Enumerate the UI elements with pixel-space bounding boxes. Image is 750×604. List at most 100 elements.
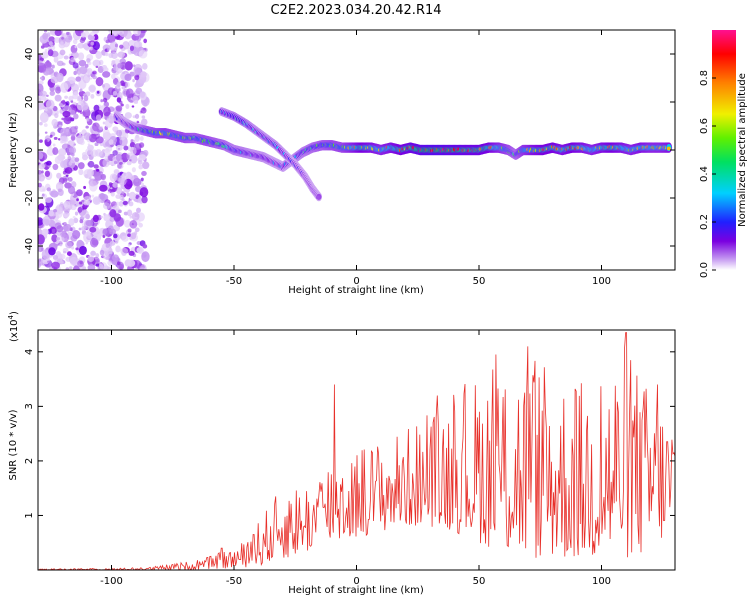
noise-speckle <box>104 52 109 57</box>
snr-x-tick-label: -50 <box>226 576 242 587</box>
noise-speckle <box>71 147 77 154</box>
noise-speckle <box>119 44 124 49</box>
spectrogram-x-tick-label: -100 <box>100 276 123 287</box>
noise-speckle <box>122 71 126 75</box>
noise-speckle <box>41 51 49 59</box>
noise-speckle <box>112 181 118 188</box>
noise-speckle <box>113 233 118 239</box>
noise-speckle <box>79 88 83 92</box>
noise-speckle <box>116 97 122 103</box>
snr-y-tick-label: 1 <box>24 512 35 518</box>
colorbar-tick-label: 0.0 <box>699 262 710 278</box>
spectrogram-panel: -100 -50 0 50 100 -40 -20 0 20 40 Height of strai… <box>8 29 676 296</box>
noise-speckle <box>138 142 145 148</box>
spectrogram-y-tick-label: 20 <box>24 96 35 109</box>
noise-speckle <box>56 72 64 83</box>
noise-speckle <box>128 201 134 207</box>
noise-speckle <box>80 212 84 217</box>
snr-multiplier-label: (x104) <box>7 311 20 342</box>
noise-speckle <box>140 177 144 182</box>
noise-speckle <box>109 173 117 183</box>
noise-speckle <box>102 128 110 137</box>
noise-speckle <box>51 64 55 69</box>
noise-speckle <box>92 214 99 223</box>
noise-speckle <box>121 173 125 179</box>
noise-speckle <box>118 209 122 214</box>
noise-speckle <box>84 63 89 68</box>
noise-speckle <box>121 86 126 90</box>
noise-speckle <box>99 262 108 270</box>
noise-speckle <box>82 266 87 270</box>
colorbar-tick-label: 0.2 <box>699 214 710 230</box>
noise-speckle <box>50 45 56 51</box>
noise-speckle <box>38 64 47 74</box>
noise-speckle <box>74 157 80 163</box>
spectrogram-y-tick-label: 40 <box>24 48 35 61</box>
noise-speckle <box>93 104 100 112</box>
noise-speckle <box>111 60 116 64</box>
noise-speckle <box>90 250 96 256</box>
noise-speckle <box>130 147 137 156</box>
snr-y-label: SNR (10 * v/v) <box>8 409 19 480</box>
noise-speckle <box>102 97 108 103</box>
noise-speckle <box>73 113 79 120</box>
branch-trace-core <box>315 195 320 200</box>
noise-speckle <box>137 159 143 165</box>
noise-speckle <box>110 187 113 190</box>
noise-speckle <box>41 228 49 236</box>
noise-speckle <box>109 240 116 246</box>
noise-speckle <box>49 105 54 109</box>
noise-speckle <box>90 94 95 99</box>
noise-speckle <box>115 245 121 253</box>
colorbar-gradient <box>712 30 736 270</box>
noise-speckle <box>118 175 127 186</box>
noise-speckle <box>60 260 64 264</box>
noise-speckle <box>102 202 111 210</box>
noise-speckle <box>38 151 44 160</box>
noise-speckle <box>53 37 61 44</box>
noise-speckle <box>95 51 102 60</box>
noise-speckle <box>139 267 146 270</box>
noise-speckle <box>49 134 53 138</box>
noise-speckle <box>77 42 85 49</box>
noise-speckle <box>91 194 95 198</box>
spectrogram-x-tick-label: -50 <box>226 276 242 287</box>
noise-speckle <box>111 254 119 262</box>
noise-speckle <box>53 56 59 63</box>
noise-speckle <box>76 189 83 197</box>
spectrogram-x-tick-label: 100 <box>592 276 611 287</box>
noise-speckle <box>42 32 49 40</box>
noise-speckle <box>99 193 106 200</box>
noise-speckle <box>134 134 140 142</box>
noise-speckle <box>50 190 59 198</box>
noise-speckle <box>125 81 130 88</box>
noise-speckle <box>52 143 56 147</box>
spectrogram-y-tick-label: -40 <box>24 238 35 254</box>
main-trace-core <box>666 146 671 151</box>
noise-speckle <box>104 148 110 154</box>
noise-speckle <box>59 135 69 144</box>
noise-speckle <box>83 95 89 102</box>
noise-speckle <box>134 74 140 81</box>
noise-speckle <box>98 261 102 265</box>
noise-speckle <box>127 243 131 247</box>
noise-speckle <box>87 264 96 270</box>
noise-speckle <box>42 188 46 192</box>
noise-speckle <box>52 147 59 156</box>
noise-speckle <box>58 124 62 128</box>
noise-speckle <box>116 129 123 137</box>
noise-speckle <box>38 91 43 97</box>
spectrogram-y-tick-label: 0 <box>24 147 35 153</box>
noise-speckle <box>63 177 68 183</box>
noise-speckle <box>38 217 44 226</box>
noise-speckle <box>38 245 44 253</box>
noise-speckle <box>126 209 133 217</box>
noise-speckle <box>71 83 80 93</box>
noise-speckle <box>48 247 56 256</box>
noise-speckle <box>92 30 100 34</box>
noise-speckle <box>95 253 100 258</box>
noise-speckle <box>127 259 136 267</box>
noise-speckle <box>121 235 129 242</box>
